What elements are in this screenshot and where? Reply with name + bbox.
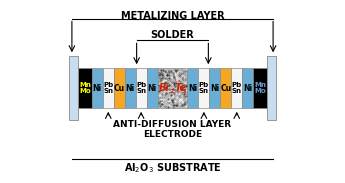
Text: Al$_2$O$_3$ SUBSTRATE: Al$_2$O$_3$ SUBSTRATE [124,161,221,175]
Bar [187,68,198,108]
Text: 3: 3 [181,89,186,94]
Bar [147,68,158,108]
Text: METALIZING LAYER: METALIZING LAYER [121,11,224,21]
Text: Te: Te [175,83,187,93]
Text: Ni: Ni [243,83,252,93]
Text: Cu: Cu [114,83,125,93]
Bar [92,68,103,108]
Text: Ni: Ni [210,83,219,93]
Text: Ni: Ni [93,83,102,93]
Bar [253,68,267,108]
Text: Pb
Sn: Pb Sn [231,82,242,94]
Text: ANTI-DIFFUSION LAYER
ELECTRODE: ANTI-DIFFUSION LAYER ELECTRODE [114,120,231,139]
Bar [78,68,92,108]
Text: Ni: Ni [126,83,135,93]
Text: Bi: Bi [159,83,169,93]
Bar [136,68,147,108]
Bar [103,68,114,108]
Text: Ni: Ni [148,83,157,93]
Bar [158,68,187,108]
Bar [125,68,136,108]
Text: Ni: Ni [188,83,197,93]
Text: Mn
Mo: Mn Mo [254,82,266,94]
Text: SOLDER: SOLDER [151,30,194,40]
Text: 2: 2 [169,89,174,94]
Text: Pb
Sn: Pb Sn [103,82,114,94]
Bar [209,68,220,108]
Text: Pb
Sn: Pb Sn [199,82,209,94]
Bar [114,68,125,108]
Text: Mn
Mo: Mn Mo [79,82,91,94]
Text: Cu: Cu [220,83,231,93]
Bar [267,56,276,120]
Text: Pb
Sn: Pb Sn [136,82,146,94]
Bar [231,68,242,108]
Bar [220,68,231,108]
Bar [69,56,78,120]
Bar [198,68,209,108]
Bar [242,68,253,108]
